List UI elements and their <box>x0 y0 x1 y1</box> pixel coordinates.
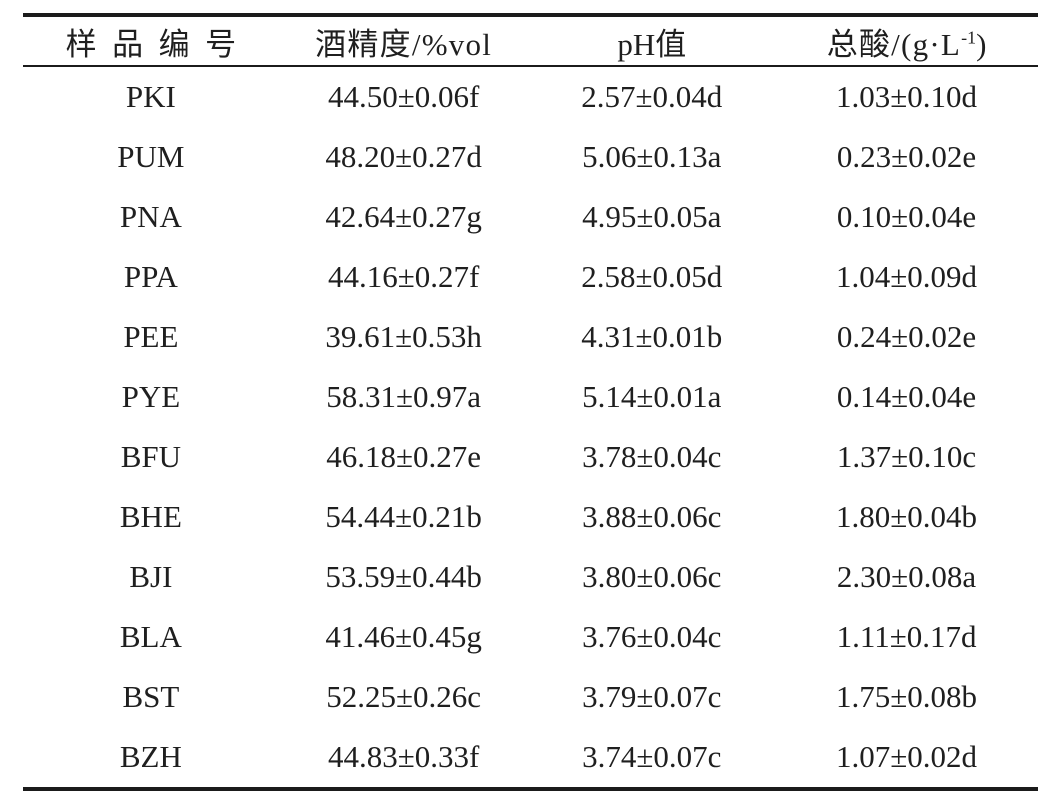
ph-value-cell: 3.74±0.07c <box>582 739 722 774</box>
col-header-total-acid: 总酸/(g·L-1) <box>775 15 1038 67</box>
col-header-total-acid-label: 总酸/(g·L <box>826 26 962 62</box>
sample-id-cell: BST <box>122 679 180 714</box>
total-acid-cell: 1.37±0.10c <box>836 439 977 474</box>
table-row: PNA 42.64±0.27g 4.95±0.05a 0.10±0.04e <box>23 187 1038 247</box>
sample-id-cell: BLA <box>119 619 182 654</box>
table-container: 样品编号 酒精度/%vol pH值 总酸/(g·L-1) PKI 44.50±0… <box>23 13 1038 791</box>
sample-id-cell: BHE <box>119 499 182 534</box>
table-row: BHE 54.44±0.21b 3.88±0.06c 1.80±0.04b <box>23 487 1038 547</box>
table-row: BST 52.25±0.26c 3.79±0.07c 1.75±0.08b <box>23 667 1038 727</box>
sample-id-cell: BFU <box>120 439 182 474</box>
sample-id-cell: PEE <box>123 319 179 354</box>
table-row: PYE 58.31±0.97a 5.14±0.01a 0.14±0.04e <box>23 367 1038 427</box>
total-acid-cell: 0.24±0.02e <box>836 319 977 354</box>
sample-id-cell: PKI <box>125 79 176 114</box>
sample-id-cell: PPA <box>123 259 178 294</box>
total-acid-cell: 1.11±0.17d <box>836 619 977 654</box>
table-row: PUM 48.20±0.27d 5.06±0.13a 0.23±0.02e <box>23 127 1038 187</box>
ph-value-cell: 4.31±0.01b <box>581 319 723 354</box>
table-row: BJI 53.59±0.44b 3.80±0.06c 2.30±0.08a <box>23 547 1038 607</box>
alcohol-content-cell: 41.46±0.45g <box>325 619 482 654</box>
alcohol-content-cell: 44.16±0.27f <box>327 259 480 294</box>
header-row: 样品编号 酒精度/%vol pH值 总酸/(g·L-1) <box>23 15 1038 67</box>
table-row: PEE 39.61±0.53h 4.31±0.01b 0.24±0.02e <box>23 307 1038 367</box>
alcohol-content-cell: 46.18±0.27e <box>326 439 481 474</box>
ph-value-cell: 2.58±0.05d <box>581 259 723 294</box>
total-acid-cell: 2.30±0.08a <box>836 559 977 594</box>
sample-id-cell: BJI <box>129 559 173 594</box>
col-header-alcohol-label: 酒精度/%vol <box>315 26 493 62</box>
col-header-ph-label: pH值 <box>617 26 687 62</box>
ph-value-cell: 3.78±0.04c <box>582 439 722 474</box>
total-acid-cell: 0.23±0.02e <box>836 139 977 174</box>
table-row: PPA 44.16±0.27f 2.58±0.05d 1.04±0.09d <box>23 247 1038 307</box>
table-row: BZH 44.83±0.33f 3.74±0.07c 1.07±0.02d <box>23 727 1038 789</box>
ph-value-cell: 5.06±0.13a <box>582 139 722 174</box>
total-acid-cell: 0.10±0.04e <box>836 199 977 234</box>
alcohol-content-cell: 52.25±0.26c <box>326 679 481 714</box>
total-acid-cell: 1.03±0.10d <box>836 79 978 114</box>
total-acid-cell: 0.14±0.04e <box>836 379 977 414</box>
alcohol-content-cell: 54.44±0.21b <box>325 499 482 534</box>
ph-value-cell: 3.88±0.06c <box>582 499 722 534</box>
ph-value-cell: 3.80±0.06c <box>582 559 722 594</box>
total-acid-cell: 1.07±0.02d <box>836 739 978 774</box>
col-header-alcohol: 酒精度/%vol <box>278 15 529 67</box>
ph-value-cell: 5.14±0.01a <box>582 379 722 414</box>
ph-value-cell: 3.76±0.04c <box>582 619 722 654</box>
sample-id-cell: PYE <box>121 379 181 414</box>
ph-value-cell: 4.95±0.05a <box>582 199 722 234</box>
table-body: PKI 44.50±0.06f 2.57±0.04d 1.03±0.10d PU… <box>23 66 1038 789</box>
total-acid-cell: 1.04±0.09d <box>836 259 978 294</box>
alcohol-content-cell: 39.61±0.53h <box>325 319 482 354</box>
alcohol-content-cell: 53.59±0.44b <box>325 559 482 594</box>
total-acid-unit-close-paren: ) <box>976 26 987 62</box>
alcohol-content-cell: 48.20±0.27d <box>325 139 482 174</box>
alcohol-content-cell: 58.31±0.97a <box>326 379 481 414</box>
sample-id-cell: PNA <box>119 199 182 234</box>
sample-id-cell: BZH <box>119 739 182 774</box>
total-acid-cell: 1.75±0.08b <box>836 679 978 714</box>
ph-value-cell: 2.57±0.04d <box>581 79 723 114</box>
table-head: 样品编号 酒精度/%vol pH值 总酸/(g·L-1) <box>23 15 1038 67</box>
col-header-ph: pH值 <box>528 15 776 67</box>
sample-id-cell: PUM <box>117 139 185 174</box>
col-header-sample-id-label: 样品编号 <box>65 26 252 62</box>
alcohol-content-cell: 44.50±0.06f <box>327 79 480 114</box>
table-row: BFU 46.18±0.27e 3.78±0.04c 1.37±0.10c <box>23 427 1038 487</box>
col-header-sample-id: 样品编号 <box>23 15 279 67</box>
alcohol-content-cell: 42.64±0.27g <box>325 199 482 234</box>
table-row: BLA 41.46±0.45g 3.76±0.04c 1.11±0.17d <box>23 607 1038 667</box>
ph-value-cell: 3.79±0.07c <box>582 679 722 714</box>
alcohol-content-cell: 44.83±0.33f <box>327 739 480 774</box>
total-acid-cell: 1.80±0.04b <box>836 499 978 534</box>
total-acid-unit-superscript: -1 <box>961 27 977 48</box>
table-row: PKI 44.50±0.06f 2.57±0.04d 1.03±0.10d <box>23 66 1038 127</box>
sample-properties-table: 样品编号 酒精度/%vol pH值 总酸/(g·L-1) PKI 44.50±0… <box>23 13 1038 791</box>
